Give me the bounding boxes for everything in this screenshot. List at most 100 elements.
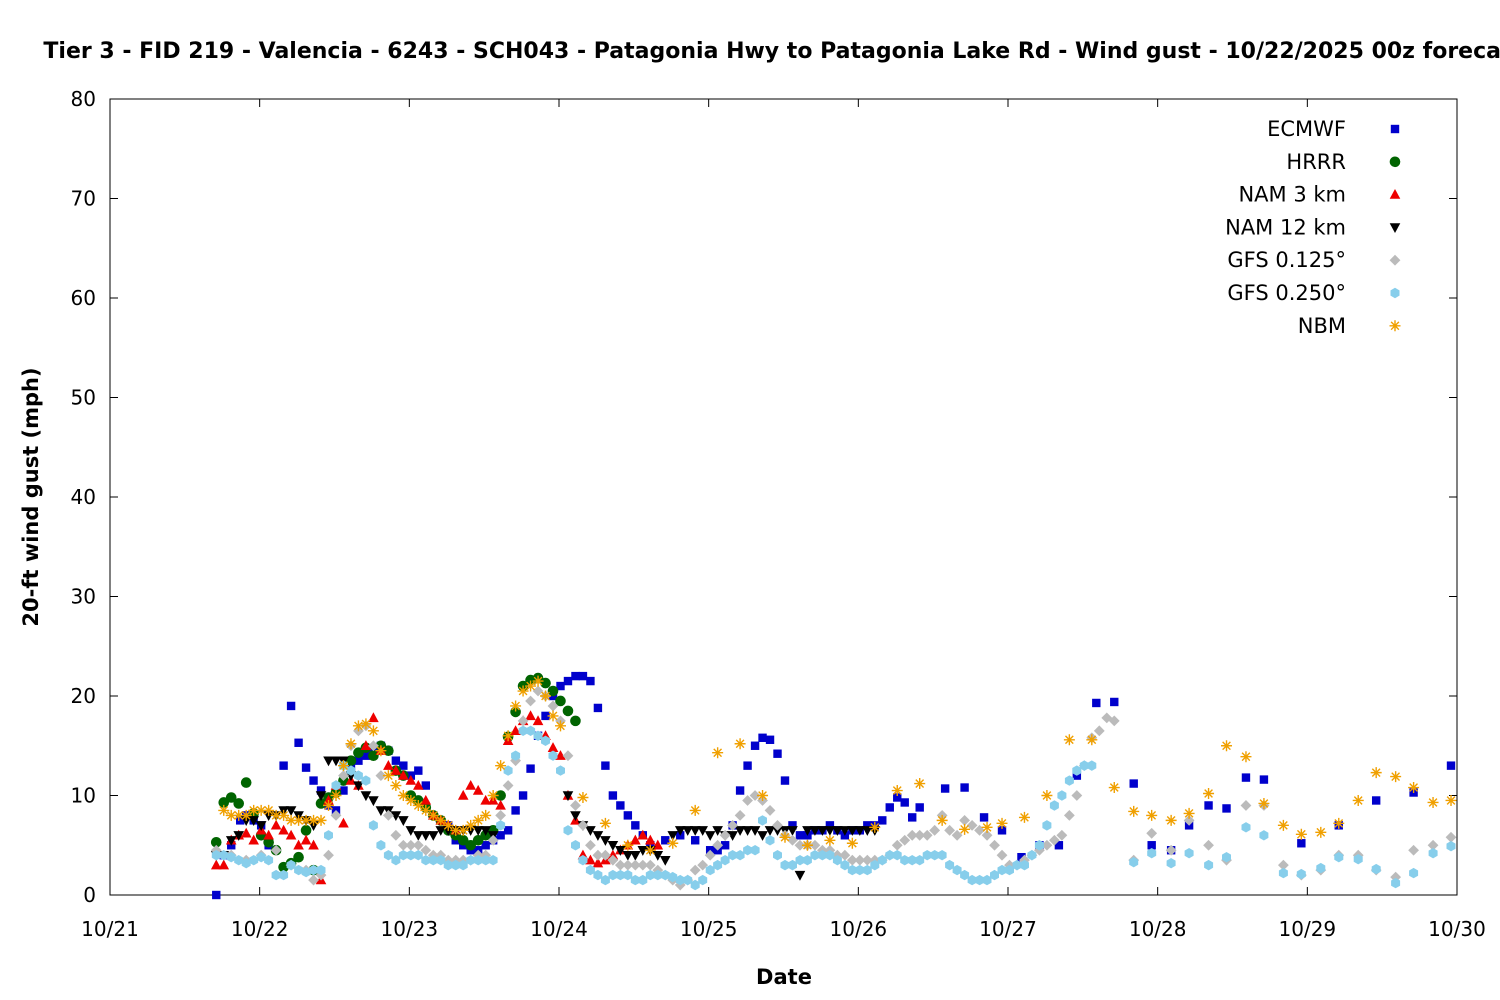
data-point bbox=[1165, 814, 1177, 826]
data-point bbox=[698, 874, 708, 886]
data-point bbox=[517, 685, 529, 697]
data-point bbox=[532, 675, 544, 687]
data-point bbox=[300, 834, 312, 845]
data-point bbox=[435, 826, 447, 836]
data-point bbox=[1048, 834, 1060, 846]
data-point bbox=[406, 850, 416, 861]
data-point bbox=[466, 855, 476, 866]
data-point bbox=[945, 859, 955, 871]
data-point bbox=[405, 826, 417, 836]
data-point bbox=[397, 839, 409, 851]
data-point bbox=[1222, 804, 1231, 813]
data-point bbox=[421, 781, 430, 790]
data-point bbox=[496, 831, 505, 840]
data-point bbox=[525, 695, 536, 707]
data-point bbox=[900, 855, 910, 866]
data-point bbox=[255, 821, 267, 831]
data-point bbox=[547, 710, 559, 722]
data-point bbox=[1297, 839, 1306, 848]
data-point bbox=[907, 855, 917, 866]
data-point bbox=[383, 850, 393, 861]
data-point bbox=[608, 869, 618, 881]
data-point bbox=[966, 819, 978, 831]
data-point bbox=[481, 841, 490, 850]
data-point bbox=[1240, 800, 1252, 811]
data-point bbox=[758, 815, 767, 826]
data-point bbox=[869, 821, 881, 833]
data-point bbox=[225, 836, 237, 846]
data-point bbox=[592, 831, 604, 841]
data-point bbox=[1204, 859, 1214, 871]
data-point bbox=[1352, 794, 1364, 806]
data-point bbox=[1027, 850, 1037, 861]
data-point bbox=[1057, 790, 1067, 801]
data-point bbox=[727, 831, 738, 841]
data-point bbox=[315, 791, 327, 802]
data-point bbox=[720, 855, 730, 866]
data-point bbox=[713, 859, 723, 871]
data-point bbox=[914, 778, 926, 790]
data-point bbox=[720, 841, 730, 850]
legend-label: NAM 12 km bbox=[1225, 215, 1346, 239]
data-point bbox=[271, 869, 281, 881]
data-point bbox=[772, 819, 783, 831]
data-point bbox=[562, 750, 574, 762]
data-point bbox=[495, 790, 506, 801]
data-point bbox=[577, 791, 589, 803]
data-point bbox=[742, 795, 753, 806]
data-point bbox=[1128, 805, 1140, 817]
data-point bbox=[996, 849, 1008, 861]
data-point bbox=[1203, 788, 1215, 800]
data-point bbox=[540, 690, 552, 702]
data-point bbox=[794, 870, 806, 881]
data-point bbox=[1166, 858, 1176, 869]
data-point bbox=[1072, 765, 1082, 776]
data-point bbox=[352, 720, 364, 732]
data-point bbox=[547, 700, 559, 712]
data-point bbox=[982, 874, 992, 886]
data-point bbox=[861, 854, 873, 866]
data-point bbox=[622, 859, 634, 871]
data-point bbox=[511, 806, 520, 815]
data-point bbox=[1222, 852, 1231, 863]
data-point bbox=[622, 851, 634, 861]
data-point bbox=[846, 854, 858, 866]
data-point bbox=[383, 760, 394, 770]
data-point bbox=[1042, 820, 1052, 831]
data-point bbox=[1071, 790, 1083, 801]
x-tick-label: 10/26 bbox=[830, 917, 888, 941]
data-point bbox=[1165, 844, 1177, 856]
data-point bbox=[1012, 859, 1022, 871]
x-tick-label: 10/29 bbox=[1279, 917, 1337, 941]
data-point bbox=[226, 852, 236, 863]
data-point bbox=[300, 825, 312, 836]
data-point bbox=[517, 715, 529, 727]
data-point bbox=[906, 829, 918, 841]
data-point bbox=[795, 831, 805, 840]
data-point bbox=[360, 791, 372, 802]
data-point bbox=[1041, 839, 1053, 851]
data-point bbox=[645, 869, 655, 881]
data-point bbox=[637, 859, 649, 871]
data-point bbox=[825, 821, 835, 830]
data-point bbox=[465, 779, 476, 790]
data-point bbox=[1428, 848, 1438, 859]
data-point bbox=[788, 859, 797, 871]
data-point bbox=[278, 809, 290, 821]
data-point bbox=[256, 852, 266, 863]
data-point bbox=[315, 814, 327, 826]
data-point bbox=[1184, 848, 1194, 859]
data-point bbox=[457, 789, 469, 800]
data-point bbox=[1446, 841, 1456, 852]
data-point bbox=[810, 850, 820, 861]
data-point bbox=[361, 751, 371, 760]
data-point bbox=[1295, 828, 1307, 840]
data-point bbox=[607, 849, 619, 860]
data-point bbox=[1427, 796, 1439, 808]
data-point bbox=[1093, 725, 1105, 737]
data-point bbox=[233, 831, 245, 841]
data-point bbox=[337, 760, 349, 772]
data-point bbox=[593, 869, 603, 881]
data-point bbox=[436, 855, 446, 866]
data-point bbox=[487, 790, 499, 801]
